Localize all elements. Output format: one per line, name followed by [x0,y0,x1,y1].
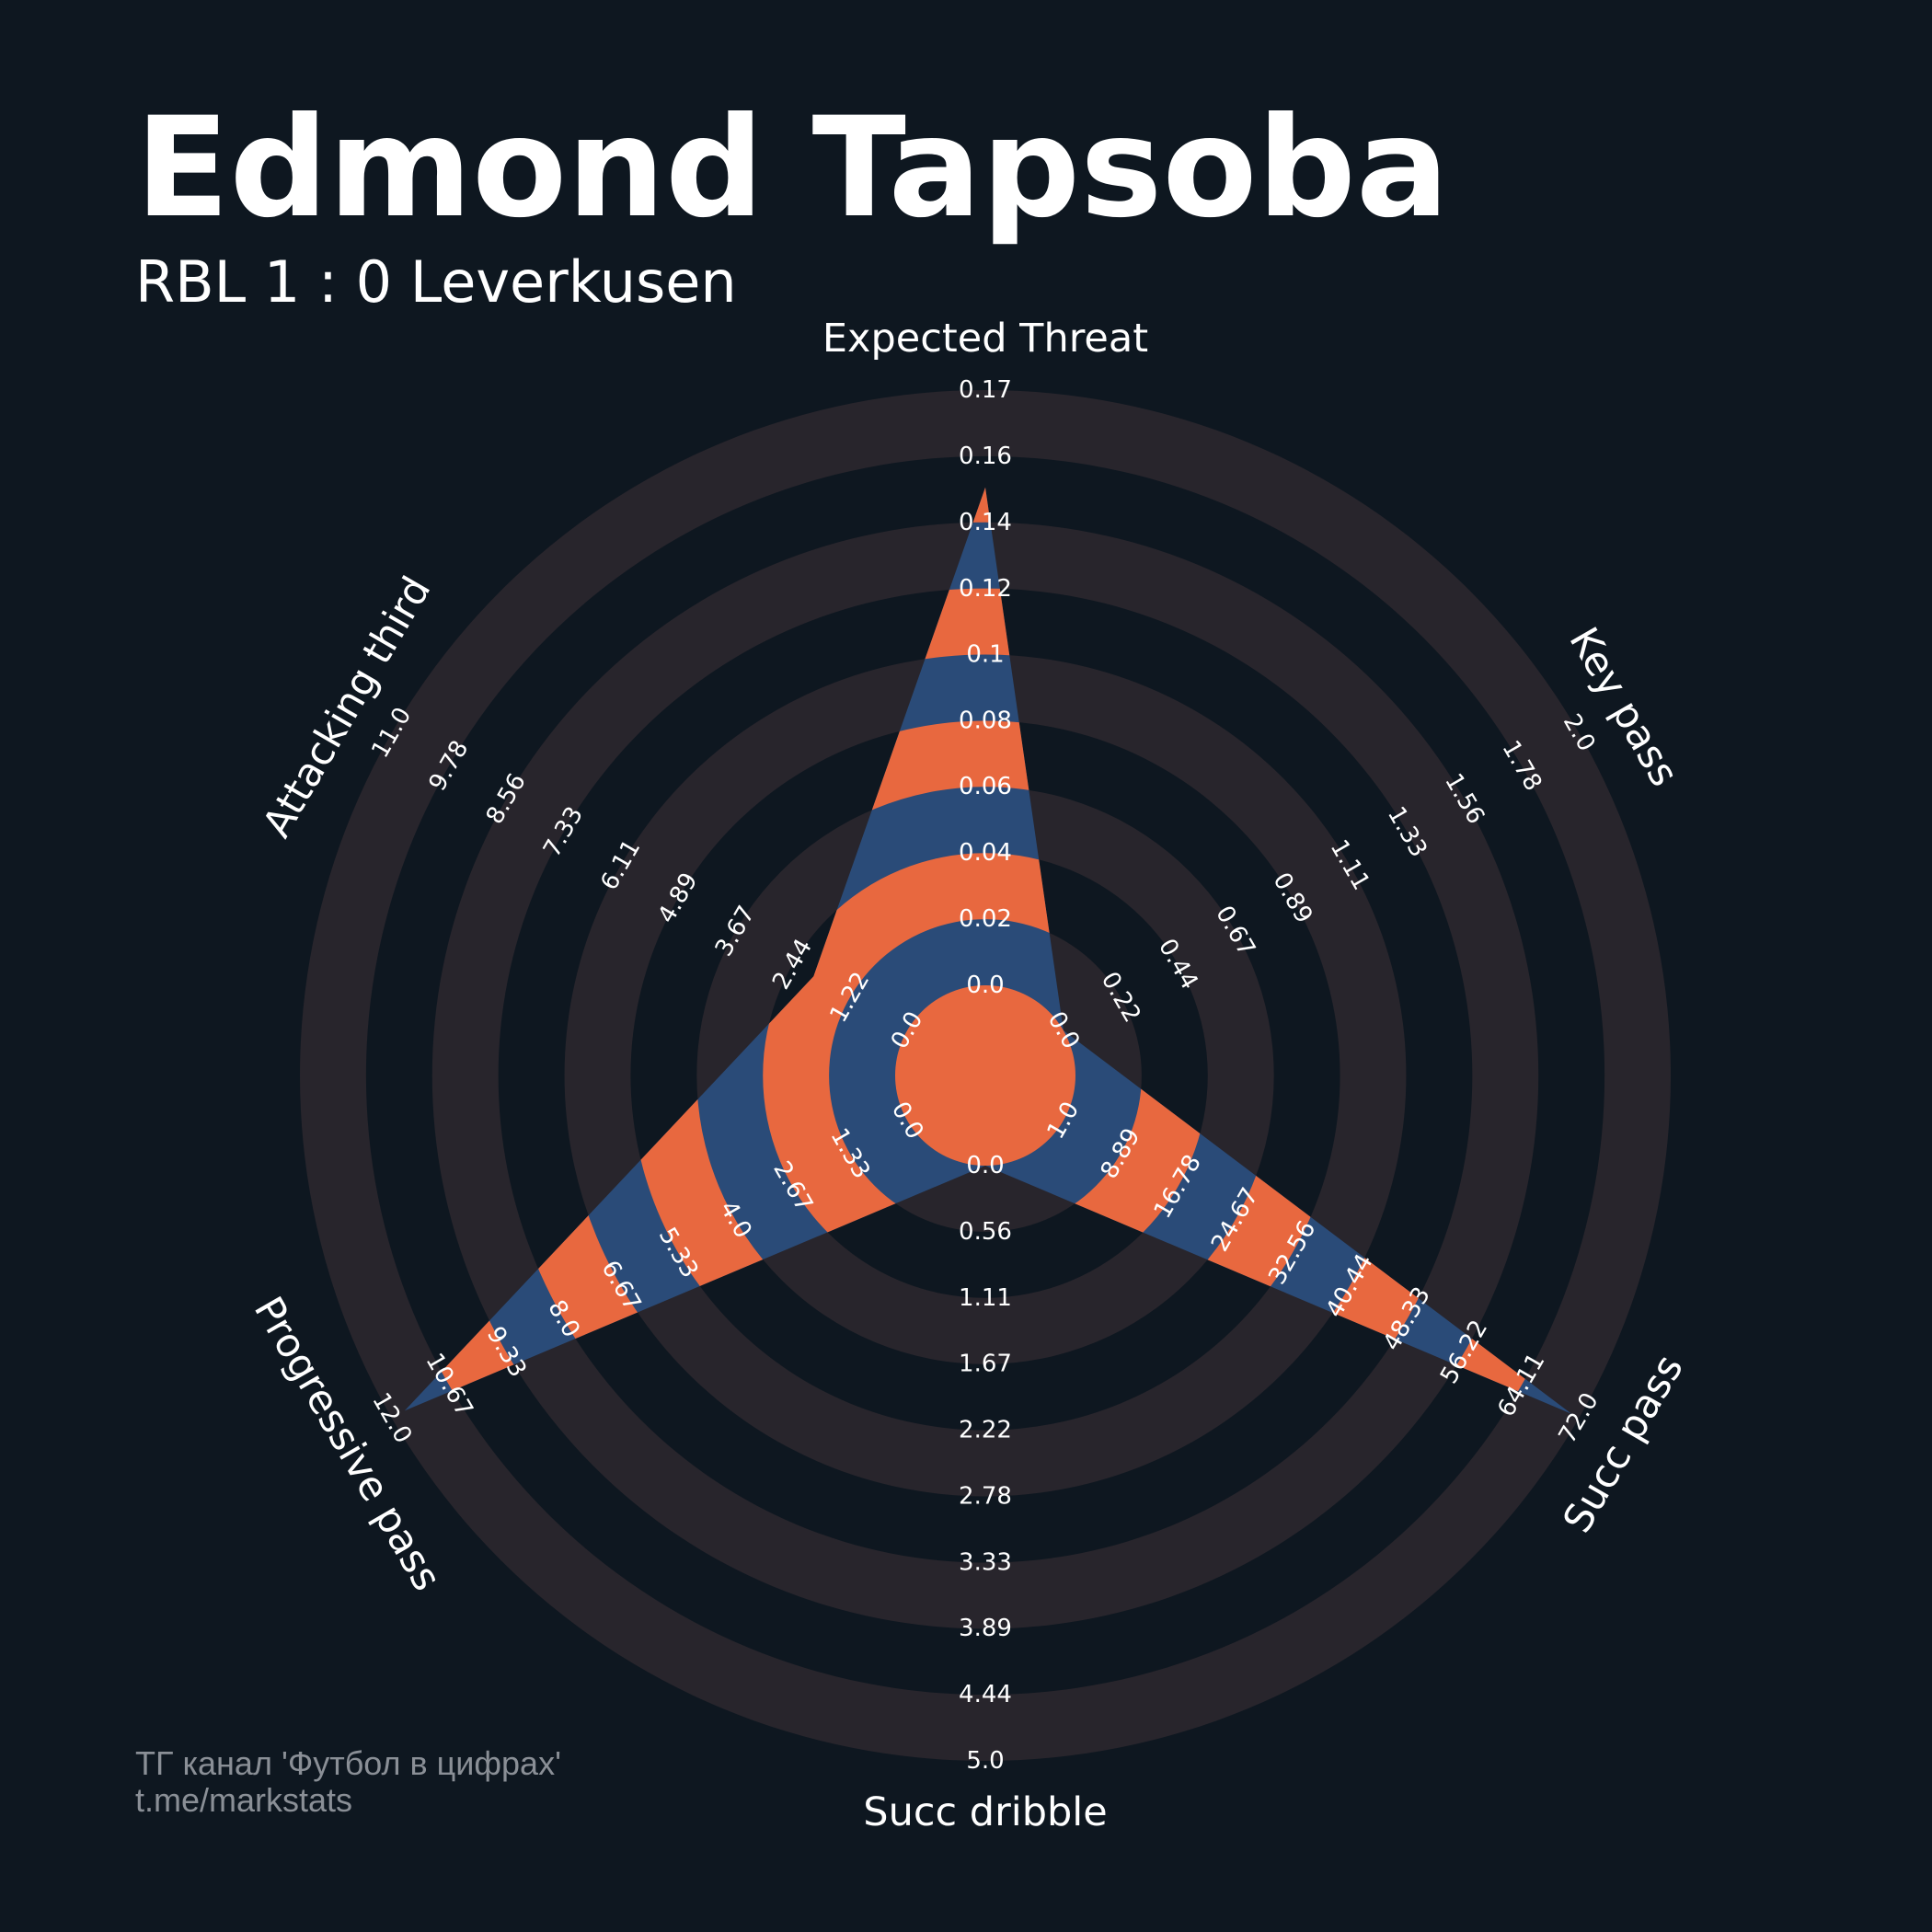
tick-label: 0.08 [959,707,1012,734]
tick-label: 2.78 [959,1482,1012,1510]
param-label: Succ dribble [863,1789,1107,1835]
tick-label: 0.04 [959,839,1012,867]
tick-label: 0.56 [959,1218,1012,1246]
tick-label: 0.17 [959,376,1012,404]
chart-title: Edmond Tapsoba [135,88,1449,248]
tick-label: 1.11 [959,1284,1012,1312]
tick-label: 3.33 [959,1548,1012,1576]
tick-label: 0.16 [959,443,1012,470]
tick-label: 0.1 [966,641,1004,669]
footer-line: t.me/markstats [135,1781,352,1819]
param-label: Expected Threat [822,316,1148,362]
tick-label: 0.0 [966,972,1004,999]
tick-label: 0.0 [966,1152,1004,1179]
chart-subtitle: RBL 1 : 0 Leverkusen [135,248,737,316]
center-circle [895,985,1075,1166]
tick-label: 2.22 [959,1417,1012,1444]
tick-label: 0.06 [959,773,1012,800]
tick-label: 4.44 [959,1681,1012,1708]
tick-label: 0.12 [959,575,1012,603]
tick-label: 0.02 [959,905,1012,933]
tick-label: 3.89 [959,1615,1012,1642]
tick-label: 5.0 [966,1747,1004,1775]
footer-line: ТГ канал 'Футбол в цифрах' [135,1744,561,1782]
tick-label: 1.67 [959,1351,1012,1378]
tick-label: 0.14 [959,509,1012,536]
